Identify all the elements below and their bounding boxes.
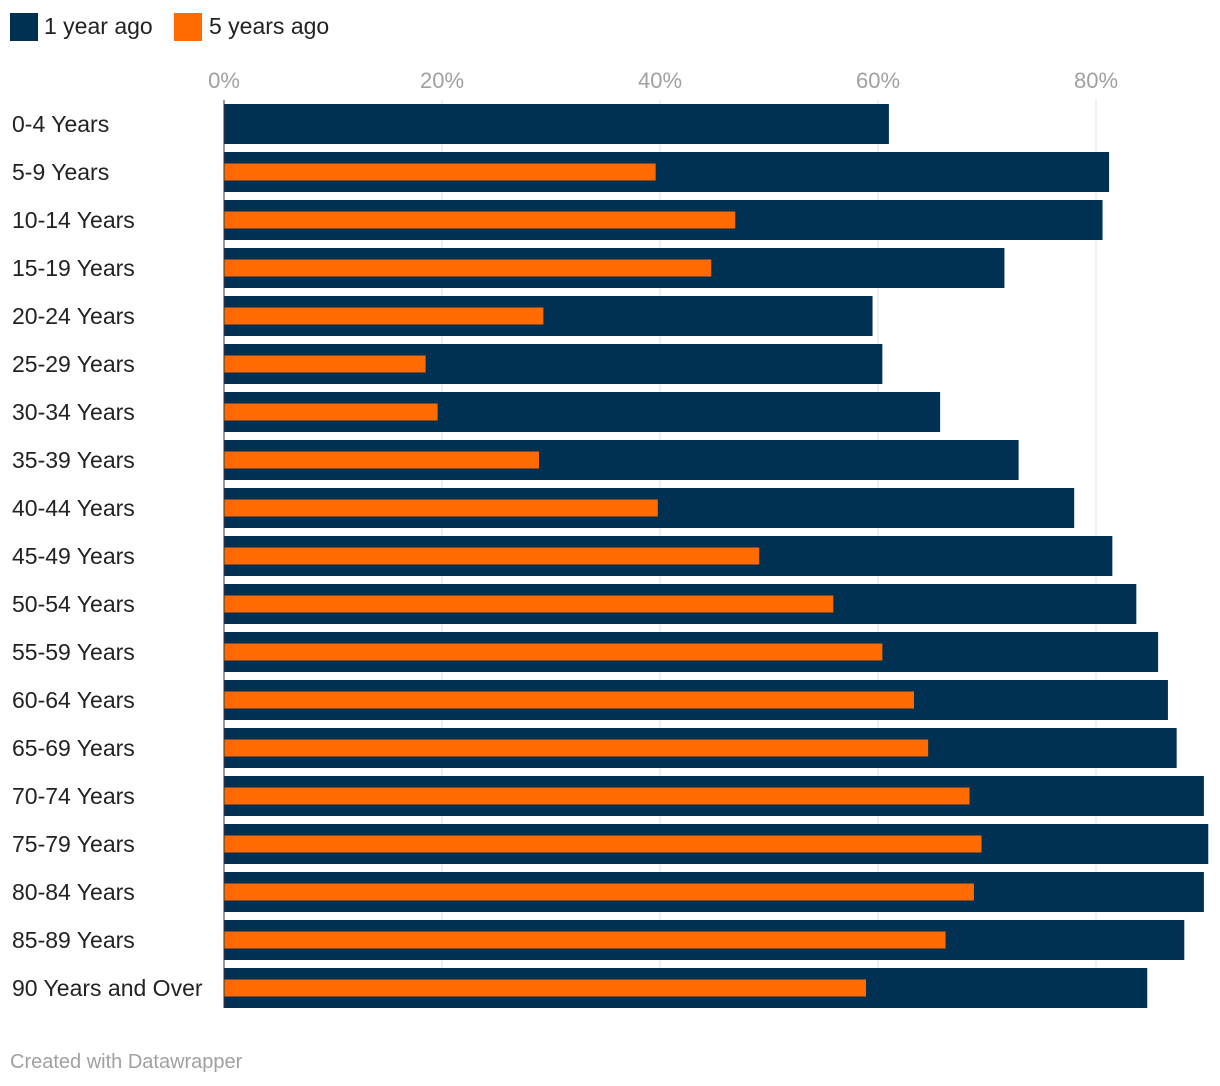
x-tick-label-20: 20%: [420, 68, 464, 93]
legend: 1 year ago 5 years ago: [10, 13, 329, 41]
bar-5-years-ago-45-49-years: [224, 547, 760, 565]
bar-5-years-ago-70-74-years: [224, 787, 970, 805]
bar-5-years-ago-55-59-years: [224, 643, 883, 661]
category-label-80-84-years: 80-84 Years: [12, 879, 135, 905]
x-axis-ticks: 0% 20% 40% 60% 80%: [208, 68, 1118, 93]
category-label-85-89-years: 85-89 Years: [12, 927, 135, 953]
bar-1-year-ago-0-4-years: [224, 104, 889, 144]
x-tick-label-0: 0%: [208, 68, 240, 93]
bar-5-years-ago-30-34-years: [224, 403, 438, 421]
bar-5-years-ago-80-84-years: [224, 883, 974, 901]
bar-5-years-ago-75-79-years: [224, 835, 982, 853]
bar-5-years-ago-25-29-years: [224, 355, 426, 373]
category-label-55-59-years: 55-59 Years: [12, 639, 135, 665]
bar-5-years-ago-65-69-years: [224, 739, 929, 757]
legend-swatch-5-years-ago: [174, 13, 202, 41]
category-label-75-79-years: 75-79 Years: [12, 831, 135, 857]
category-label-5-9-years: 5-9 Years: [12, 159, 109, 185]
category-label-25-29-years: 25-29 Years: [12, 351, 135, 377]
legend-label-5-years-ago: 5 years ago: [209, 13, 329, 39]
x-tick-label-60: 60%: [856, 68, 900, 93]
legend-label-1-year-ago: 1 year ago: [44, 13, 153, 39]
category-label-40-44-years: 40-44 Years: [12, 495, 135, 521]
category-label-35-39-years: 35-39 Years: [12, 447, 135, 473]
legend-swatch-1-year-ago: [10, 13, 38, 41]
category-label-10-14-years: 10-14 Years: [12, 207, 135, 233]
x-tick-label-40: 40%: [638, 68, 682, 93]
bar-5-years-ago-20-24-years: [224, 307, 544, 325]
bar-5-years-ago-50-54-years: [224, 595, 834, 613]
category-label-90-years-and-over: 90 Years and Over: [12, 975, 203, 1001]
category-label-30-34-years: 30-34 Years: [12, 399, 135, 425]
bar-5-years-ago-60-64-years: [224, 691, 914, 709]
bar-5-years-ago-90-years-and-over: [224, 979, 867, 997]
category-label-15-19-years: 15-19 Years: [12, 255, 135, 281]
category-label-60-64-years: 60-64 Years: [12, 687, 135, 713]
category-labels: 0-4 Years 5-9 Years 10-14 Years 15-19 Years…: [12, 111, 203, 1001]
category-label-70-74-years: 70-74 Years: [12, 783, 135, 809]
category-label-65-69-years: 65-69 Years: [12, 735, 135, 761]
category-label-0-4-years: 0-4 Years: [12, 111, 109, 137]
footer-credit: Created with Datawrapper: [10, 1051, 243, 1073]
bar-5-years-ago-40-44-years: [224, 499, 658, 517]
category-label-20-24-years: 20-24 Years: [12, 303, 135, 329]
category-label-45-49-years: 45-49 Years: [12, 543, 135, 569]
bars: [224, 104, 1209, 1008]
bar-5-years-ago-15-19-years: [224, 259, 712, 277]
bar-5-years-ago-10-14-years: [224, 211, 736, 229]
bar-5-years-ago-35-39-years: [224, 451, 540, 469]
x-tick-label-80: 80%: [1074, 68, 1118, 93]
category-label-50-54-years: 50-54 Years: [12, 591, 135, 617]
bar-5-years-ago-85-89-years: [224, 931, 946, 949]
bar-5-years-ago-5-9-years: [224, 163, 656, 181]
